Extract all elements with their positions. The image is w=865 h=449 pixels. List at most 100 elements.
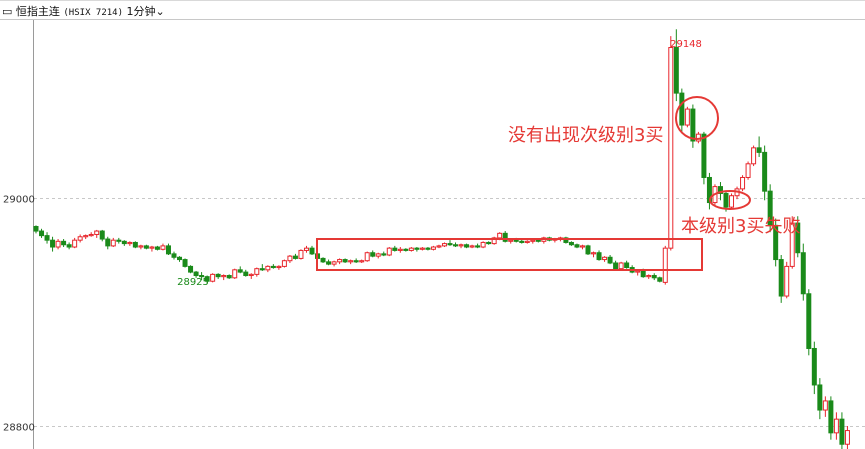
candle [270, 264, 276, 269]
annotation-third-buy-fail: 本级别3买失败 [681, 216, 800, 237]
candle [221, 274, 227, 281]
consolidation-box [316, 238, 703, 271]
y-tick-label: 28800 [3, 423, 35, 434]
period-selector[interactable]: 1分钟⌄ [127, 5, 165, 18]
candle-body-down [828, 400, 834, 434]
candle [414, 247, 420, 252]
candle [154, 245, 160, 251]
candle [607, 255, 613, 265]
candle-body-up [127, 241, 133, 245]
candle [171, 251, 177, 260]
candle [822, 396, 828, 417]
candle [392, 245, 398, 252]
candle [309, 245, 315, 255]
candle [353, 258, 359, 263]
candle-body-up [348, 260, 354, 263]
candle [342, 258, 348, 263]
candle [298, 249, 304, 260]
candle-body-down [607, 256, 613, 264]
candle [127, 241, 133, 246]
candle-body-down [326, 261, 332, 265]
candle-body-down [44, 235, 50, 241]
candle-body-up [149, 246, 155, 249]
candle-body-down [309, 247, 315, 255]
candle [491, 236, 497, 245]
candle-body-up [254, 268, 260, 275]
candle-body-down [475, 245, 481, 248]
candle-body-down [679, 92, 685, 126]
candle [833, 412, 839, 440]
candle-body-up [695, 133, 701, 142]
candle-body-up [419, 247, 425, 250]
candle-body-down [486, 241, 492, 245]
candle-body-down [795, 222, 801, 254]
candle-body-down [403, 248, 409, 251]
candle [430, 245, 436, 251]
candle-body-down [811, 347, 817, 386]
candle-body-down [596, 252, 602, 261]
candle-body-up [337, 259, 343, 263]
candle [740, 175, 746, 192]
instrument-code: (HSIX 7214) [63, 8, 123, 18]
candle-body-down [342, 259, 348, 263]
candle-body-down [800, 252, 806, 295]
candle [811, 341, 817, 395]
candle [795, 216, 801, 258]
candle [651, 273, 657, 281]
candle [193, 270, 199, 278]
candle-body-up [276, 265, 282, 269]
chart-title: ▭ 恒指主连 (HSIX 7214) 1分钟⌄ [2, 3, 165, 19]
candle-body-down [132, 241, 138, 248]
candle-body-up [508, 239, 514, 242]
candle-body-down [447, 243, 453, 246]
candle [265, 265, 271, 273]
candle-body-up [364, 252, 370, 262]
candle-body-down [690, 108, 696, 142]
candle [762, 145, 768, 201]
candle [646, 274, 652, 279]
candle [77, 234, 83, 243]
candle-body-down [640, 270, 646, 278]
candle-body-down [778, 259, 784, 297]
candle-body-up [83, 235, 89, 238]
candle [668, 36, 674, 251]
candle-body-up [740, 176, 746, 190]
candle [419, 247, 425, 251]
candle [662, 245, 668, 285]
candle [591, 251, 597, 258]
candle-body-up [72, 239, 78, 248]
candle-body-down [237, 269, 243, 273]
candle-body-up [844, 430, 850, 445]
candle-body-down [519, 240, 525, 243]
candle-body-down [762, 151, 768, 192]
candle-body-down [99, 230, 105, 240]
candle [375, 252, 381, 259]
candle-body-down [414, 247, 420, 250]
candle [165, 243, 171, 255]
candle-body-down [806, 293, 812, 349]
candle [602, 256, 608, 262]
candle [50, 236, 56, 252]
candle-body-up [303, 247, 309, 251]
candle [767, 184, 773, 233]
candle-body-down [767, 190, 773, 226]
candle-body-down [193, 271, 199, 277]
candle [596, 250, 602, 261]
candle-body-down [563, 237, 569, 243]
candle [160, 243, 166, 251]
candle [502, 231, 508, 243]
candle [844, 426, 850, 449]
candle [66, 242, 72, 250]
candle [751, 145, 757, 167]
candle [773, 218, 779, 267]
candle-body-up [430, 246, 436, 250]
candle [72, 237, 78, 249]
candle-body-down [706, 176, 712, 204]
candle-body-down [574, 244, 580, 248]
candle [397, 247, 403, 253]
candle-body-up [88, 233, 94, 237]
candle [320, 257, 326, 263]
candle [784, 261, 790, 299]
candle-body-down [613, 262, 619, 270]
